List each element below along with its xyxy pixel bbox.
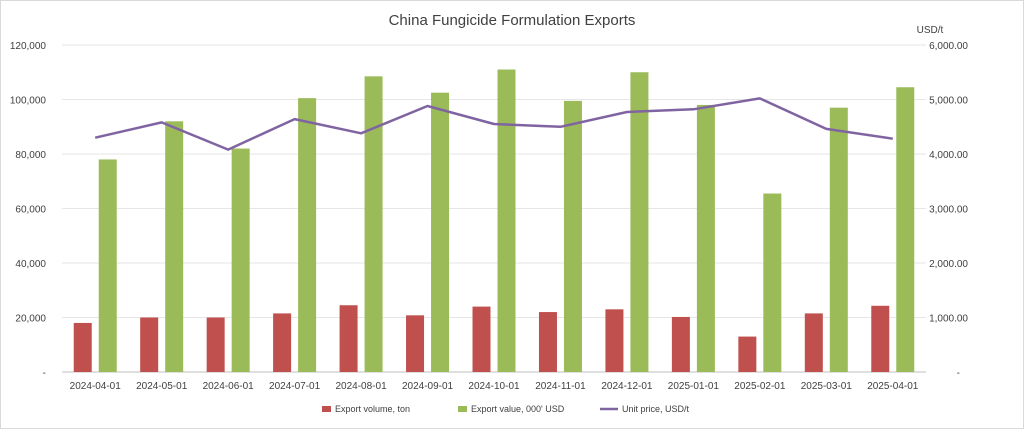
x-axis-tick-label: 2024-10-01 (468, 381, 520, 392)
x-axis-tick-label: 2024-04-01 (70, 381, 122, 392)
left-axis-tick-label: 20,000 (15, 314, 46, 325)
x-axis-tick-label: 2024-06-01 (203, 381, 255, 392)
left-axis-tick-label: - (43, 368, 46, 379)
right-axis-tick-label: - (957, 368, 960, 379)
x-axis-tick-label: 2024-08-01 (335, 381, 387, 392)
value-bar (896, 87, 915, 373)
right-axis-tick-label: 1,000.00 (929, 314, 968, 325)
value-bar (630, 72, 649, 372)
x-axis-tick-label: 2025-02-01 (734, 381, 786, 392)
left-axis-ticks: - 20,000 40,000 60,000 80,000 100,000 120,000 (10, 41, 47, 379)
volume-bar (73, 322, 92, 372)
volume-bar (804, 313, 823, 372)
volume-bar (472, 306, 491, 372)
legend-label: Export value, 000' USD (471, 404, 565, 414)
value-bar (763, 193, 782, 372)
volume-bar (871, 305, 890, 372)
volume-bar (339, 305, 358, 372)
value-bar (431, 92, 450, 372)
x-axis-tick-label: 2024-12-01 (601, 381, 653, 392)
x-axis-tick-label: 2024-05-01 (136, 381, 188, 392)
right-axis-tick-label: 3,000.00 (929, 205, 968, 216)
x-axis-tick-label: 2025-03-01 (801, 381, 853, 392)
line-series-group (94, 97, 893, 151)
left-axis-tick-label: 60,000 (15, 205, 46, 216)
x-axis-tick-label: 2025-04-01 (867, 381, 919, 392)
chart-title: China Fungicide Formulation Exports (389, 12, 636, 29)
volume-bar (206, 317, 225, 372)
x-axis-tick-label: 2025-01-01 (668, 381, 720, 392)
volume-bar (273, 313, 292, 372)
value-bar (98, 159, 117, 372)
left-axis-tick-label: 80,000 (15, 150, 46, 161)
volume-bar (538, 312, 557, 372)
right-axis-tick-label: 6,000.00 (929, 41, 968, 52)
right-axis-tick-label: 5,000.00 (929, 96, 968, 107)
value-bar (497, 69, 516, 373)
legend: Export volume, ton Export value, 000' USD… (322, 404, 690, 414)
x-axis-tick-label: 2024-11-01 (535, 381, 586, 392)
value-bar (231, 148, 250, 372)
legend-swatch (458, 406, 467, 412)
legend-label: Unit price, USD/t (622, 404, 690, 414)
value-bar (696, 104, 715, 372)
legend-label: Export volume, ton (335, 404, 410, 414)
x-axis-ticks: 2024-04-01 2024-05-01 2024-06-01 2024-07-01… (70, 381, 919, 392)
x-axis-tick-label: 2024-09-01 (402, 381, 454, 392)
volume-bar (671, 316, 690, 372)
left-axis-tick-label: 120,000 (10, 41, 47, 52)
legend-swatch (322, 406, 331, 412)
right-axis-tick-label: 4,000.00 (929, 150, 968, 161)
gridlines (62, 44, 926, 373)
bar-series-group (73, 69, 915, 373)
volume-bar (140, 317, 159, 372)
value-bar (563, 100, 582, 373)
volume-bar (738, 336, 757, 372)
x-axis-tick-label: 2024-07-01 (269, 381, 321, 392)
value-bar (364, 76, 383, 373)
right-axis-tick-label: 2,000.00 (929, 259, 968, 270)
value-bar (829, 107, 848, 373)
value-bar (298, 98, 317, 372)
left-axis-tick-label: 40,000 (15, 259, 46, 270)
right-axis-unit-label: USD/t (917, 25, 944, 36)
value-bar (165, 121, 184, 372)
volume-bar (605, 309, 624, 372)
volume-bar (406, 315, 425, 372)
right-axis-ticks: - 1,000.00 2,000.00 3,000.00 4,000.00 5,000.0… (929, 41, 968, 379)
left-axis-tick-label: 100,000 (10, 96, 47, 107)
